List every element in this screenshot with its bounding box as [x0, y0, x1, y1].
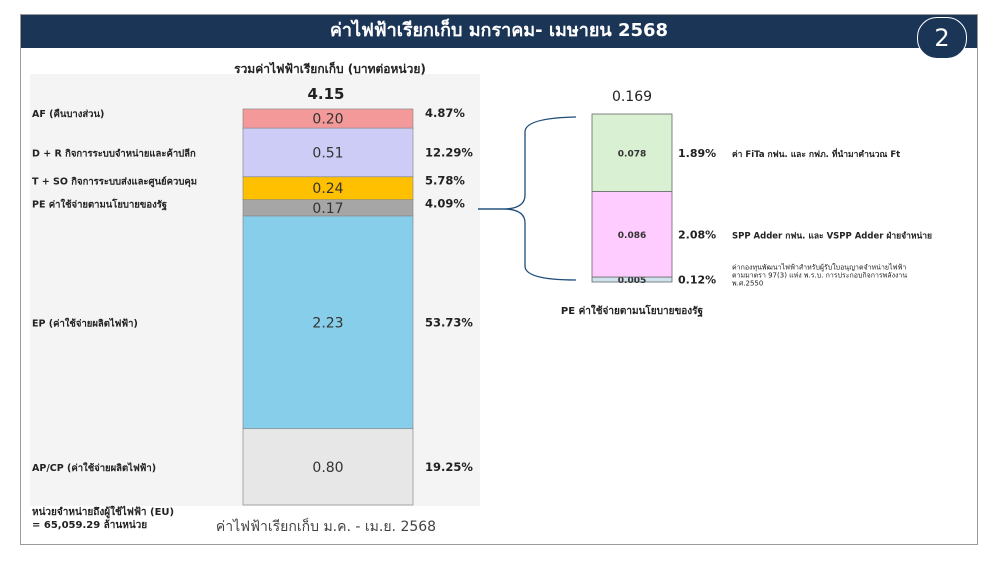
pe-value-label-1: 0.086: [618, 231, 646, 241]
main-category-label-5: AF (คืนบางส่วน): [32, 108, 104, 120]
pe-percent-label-2: 1.89%: [678, 147, 716, 160]
slide-title: ค่าไฟฟ้าเรียกเก็บ มกราคม- เมษายน 2568: [329, 20, 669, 41]
main-percent-label-1: 53.73%: [425, 315, 473, 329]
main-value-label-5: 0.20: [312, 112, 343, 128]
main-value-label-4: 0.51: [312, 145, 343, 161]
main-category-label-3: T + SO กิจการระบบส่งและศูนย์ควบคุม: [32, 176, 197, 189]
main-percent-label-2: 4.09%: [425, 197, 465, 211]
main-x-axis-label: ค่าไฟฟ้าเรียกเก็บ ม.ค. - เม.ย. 2568: [216, 517, 436, 535]
pe-category-label-0-1: ตามมาตรา 97(3) แห่ง พ.ร.บ. การประกอบกิจก…: [732, 272, 907, 280]
pe-bar-segment-2: [591, 113, 673, 192]
main-percent-label-5: 4.87%: [425, 106, 465, 120]
pe-value-label-0: 0.005: [618, 276, 646, 286]
brace-lower: [478, 208, 577, 281]
pe-bar-segment-1: [591, 191, 673, 278]
main-percent-label-4: 12.29%: [425, 145, 473, 159]
pe-percent-label-1: 2.08%: [678, 228, 716, 241]
main-chart-title: รวมค่าไฟฟ้าเรียกเก็บ (บาทต่อหน่วย): [234, 61, 426, 76]
main-bar-segment-1: [242, 215, 414, 430]
main-bar-segment-5: [242, 108, 414, 129]
pe-percent-label-0: 0.12%: [678, 274, 716, 287]
main-percent-label-3: 5.78%: [425, 174, 465, 188]
pe-value-label-2: 0.078: [618, 149, 646, 159]
main-value-label-3: 0.24: [312, 181, 343, 197]
main-percent-label-0: 19.25%: [425, 460, 473, 474]
pe-category-label-0-2: พ.ศ.2550: [732, 280, 763, 288]
pe-category-label-2-0: ค่า FiTa กฟน. และ กฟภ. ที่นำมาคำนวณ Ft: [732, 147, 900, 160]
main-category-label-4: D + R กิจการระบบจำหน่ายและค้าปลีก: [32, 147, 196, 159]
pe-chart-title: PE ค่าใช้จ่ายตามนโยบายของรัฐ: [561, 304, 704, 317]
pe-bar-stack: 0.005 0.12% ค่ากองทุนพัฒนาไฟฟ้าสำหรับผู้รั…: [591, 113, 932, 288]
main-value-label-0: 0.80: [312, 460, 343, 476]
main-bar-segment-4: [242, 127, 414, 178]
pe-category-label-1-0: SPP Adder กฟน. และ VSPP Adder ฝ่ายจำหน่า…: [732, 230, 932, 241]
main-bar-segment-0: [242, 428, 414, 506]
pe-total-label: 0.169: [612, 89, 652, 105]
main-value-label-1: 2.23: [312, 315, 343, 331]
main-bar-stack: 0.80 AP/CP (ค่าใช้จ่ายผลิตไฟฟ้า) 19.25% 2.2…: [32, 106, 473, 506]
eu-label-line2: = 65,059.29 ล้านหน่วย: [32, 519, 147, 531]
slide-frame: [20, 14, 978, 545]
eu-label-line1: หน่วยจำหน่ายถึงผู้ใช้ไฟฟ้า (EU): [32, 505, 174, 519]
main-total-label: 4.15: [307, 85, 344, 103]
brace-upper: [478, 116, 577, 210]
main-value-label-2: 0.17: [312, 201, 343, 217]
main-category-label-0: AP/CP (ค่าใช้จ่ายผลิตไฟฟ้า): [32, 462, 156, 474]
page-number-badge: 2: [917, 17, 967, 59]
main-category-label-2: PE ค่าใช้จ่ายตามนโยบายของรัฐ: [32, 199, 167, 211]
pe-category-label-0-0: ค่ากองทุนพัฒนาไฟฟ้าสำหรับผู้รับใบอนุญาตจ…: [732, 263, 906, 272]
main-category-label-1: EP (ค่าใช้จ่ายผลิตไฟฟ้า): [32, 317, 138, 329]
title-bar: [20, 14, 978, 48]
